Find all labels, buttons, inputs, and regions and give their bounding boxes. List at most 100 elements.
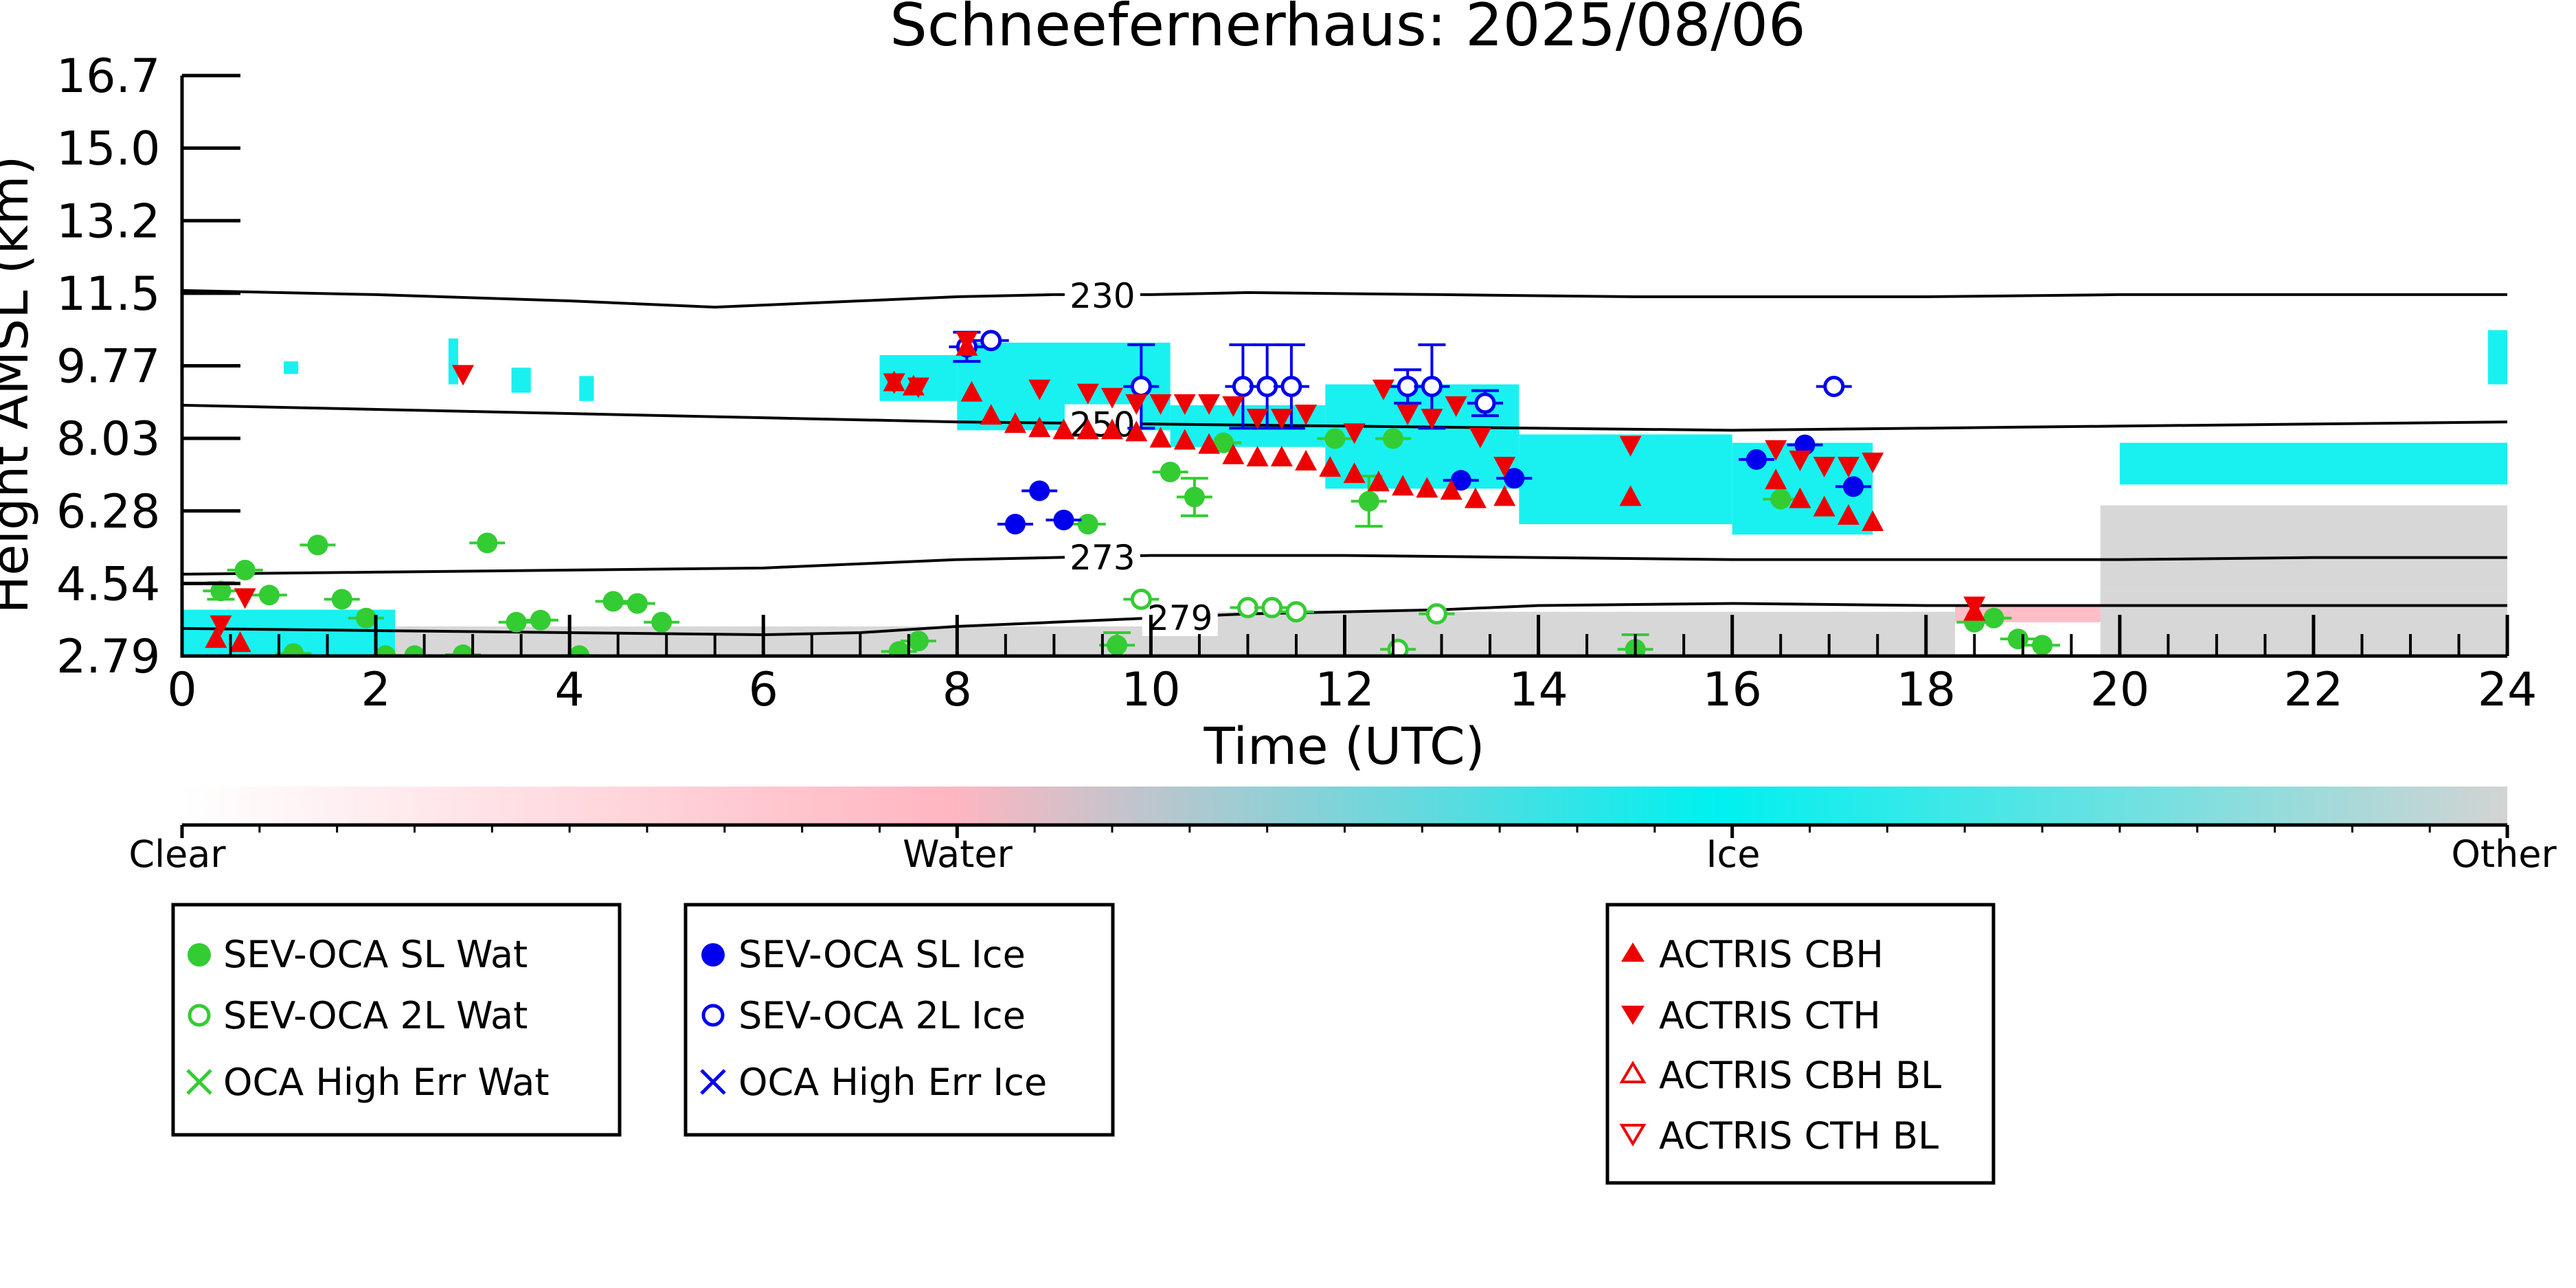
point-actris-cth-3 <box>883 373 905 394</box>
point-actris-cth-4 <box>907 377 929 398</box>
category-colorbar: Clear Water Ice Other <box>128 787 2557 876</box>
legend-water: SEV-OCA SL Wat SEV-OCA 2L Wat OCA High E… <box>171 903 622 1137</box>
point-actris-cth-25 <box>1765 440 1787 461</box>
y-axis-label: Height AMSL (km) <box>0 155 40 613</box>
point-sev-oca-sl-wat-13 <box>569 645 590 656</box>
point-sev-oca-2l-ice-4 <box>1256 376 1278 398</box>
chart-title: Schneefernerhaus: 2025/08/06 <box>890 0 1806 60</box>
point-actris-cth-26 <box>1789 450 1811 471</box>
x-tick-label-4: 8 <box>942 663 972 717</box>
point-sev-oca-sl-wat-30 <box>1983 607 2004 629</box>
point-sev-oca-sl-wat-22 <box>1184 486 1205 508</box>
region-ice-10 <box>2119 442 2507 485</box>
legend-label-cth: ACTRIS CTH <box>1659 994 1881 1037</box>
point-sev-oca-sl-wat-19 <box>1077 514 1098 535</box>
y-tick-label-7: 15.0 <box>56 122 160 177</box>
point-sev-oca-sl-wat-21 <box>1160 462 1181 483</box>
point-actris-cbh-5 <box>960 381 983 402</box>
point-actris-cbh-33 <box>1862 510 1884 531</box>
point-sev-oca-sl-wat-6 <box>355 607 376 629</box>
point-actris-cbh-15 <box>1198 433 1221 454</box>
point-sev-oca-2l-wat-3 <box>1285 601 1307 623</box>
x-tick-label-5: 10 <box>1121 663 1181 717</box>
point-actris-cth-28 <box>1837 456 1860 477</box>
point-sev-oca-sl-wat-9 <box>453 644 474 656</box>
legend-marker-2l-wat <box>188 1004 211 1027</box>
category-regions <box>182 330 2507 656</box>
point-actris-cth-8 <box>1101 387 1123 409</box>
y-tick-label-8: 16.7 <box>56 49 160 104</box>
legend-water-box <box>171 903 622 1137</box>
legend-ice: SEV-OCA SL Ice SEV-OCA 2L Ice OCA High E… <box>683 903 1115 1137</box>
point-sev-oca-sl-ice-3 <box>1450 470 1471 491</box>
point-actris-cbh-28 <box>1619 485 1642 506</box>
legend-actris-box <box>1605 903 1996 1185</box>
legend-label-sl-ice: SEV-OCA SL Ice <box>738 933 1026 976</box>
point-sev-oca-2l-ice-6 <box>1397 376 1419 398</box>
legend-marker-err-wat <box>186 1069 212 1095</box>
y-tick-label-4: 9.77 <box>56 340 160 394</box>
point-actris-cbh-23 <box>1392 475 1414 496</box>
point-actris-cbh-31 <box>1813 495 1835 517</box>
point-actris-cth-5 <box>956 331 978 352</box>
point-actris-cth-7 <box>1076 383 1099 405</box>
contour-label-bg-273 <box>1064 537 1140 576</box>
point-actris-cbh-25 <box>1440 479 1462 500</box>
point-actris-cbh-11 <box>1101 418 1123 440</box>
contour-label-bg-230 <box>1064 275 1140 314</box>
point-sev-oca-sl-ice-2 <box>1053 509 1074 530</box>
point-sev-oca-sl-wat-5 <box>331 589 352 610</box>
legend-label-err-ice: OCA High Err Ice <box>738 1061 1047 1104</box>
legend-marker-2l-ice <box>701 1004 725 1027</box>
legend-marker-sl-ice <box>701 943 725 967</box>
point-actris-cbh-26 <box>1464 487 1487 508</box>
point-actris-cbh-17 <box>1246 445 1269 466</box>
point-sev-oca-2l-ice-5 <box>1280 376 1302 398</box>
point-sev-oca-sl-wat-16 <box>651 611 673 633</box>
point-sev-oca-sl-wat-2 <box>258 585 280 606</box>
point-actris-cbh-1 <box>229 631 251 653</box>
x-tick-label-7: 14 <box>1509 663 1568 717</box>
point-actris-cth-29 <box>1862 452 1884 473</box>
region-ice-0 <box>284 361 299 374</box>
legend-label-cbh: ACTRIS CBH <box>1659 933 1884 976</box>
colorbar-label-other: Other <box>2451 833 2557 876</box>
point-actris-cth-24 <box>1619 436 1642 457</box>
point-sev-oca-sl-wat-25 <box>1358 490 1379 512</box>
x-tick-label-8: 16 <box>1702 663 1762 717</box>
point-actris-cth-15 <box>1270 409 1293 430</box>
point-sev-oca-2l-ice-9 <box>1823 376 1845 398</box>
point-actris-cth-21 <box>1445 396 1467 417</box>
point-sev-oca-sl-ice-5 <box>1745 449 1767 470</box>
point-actris-cth-2 <box>452 365 475 386</box>
point-sev-oca-sl-wat-23 <box>1213 432 1234 453</box>
region-ice-3 <box>579 376 594 401</box>
legend-label-cth-bl: ACTRIS CTH BL <box>1659 1114 1939 1157</box>
y-tick-label-6: 13.2 <box>56 194 160 249</box>
x-tick-label-1: 2 <box>361 663 390 717</box>
point-actris-cth-9 <box>1125 394 1148 415</box>
point-sev-oca-sl-wat-0 <box>210 580 231 602</box>
point-sev-oca-sl-wat-7 <box>375 645 396 656</box>
colorbar-label-clear: Clear <box>128 833 226 876</box>
point-actris-cth-18 <box>1372 379 1394 400</box>
legend-marker-cth-bl <box>1619 1124 1647 1146</box>
legend-ice-box <box>683 903 1115 1137</box>
point-sev-oca-sl-wat-24 <box>1324 428 1346 449</box>
point-sev-oca-sl-ice-7 <box>1842 476 1864 497</box>
point-actris-cbh-6 <box>980 404 1002 425</box>
y-tick-label-3: 8.03 <box>56 412 160 466</box>
point-sev-oca-sl-wat-11 <box>506 611 527 633</box>
point-sev-oca-sl-wat-28 <box>1770 488 1792 510</box>
x-tick-label-2: 4 <box>555 663 585 717</box>
legend-marker-sl-wat <box>188 943 211 967</box>
point-actris-cbh-9 <box>1052 418 1075 440</box>
colorbar-gradient <box>182 787 2507 825</box>
point-actris-cbh-22 <box>1367 471 1390 492</box>
point-actris-cth-13 <box>1222 396 1245 417</box>
point-actris-cbh-29 <box>1765 468 1787 490</box>
point-sev-oca-sl-wat-17 <box>888 641 909 656</box>
region-ice-2 <box>511 368 531 393</box>
